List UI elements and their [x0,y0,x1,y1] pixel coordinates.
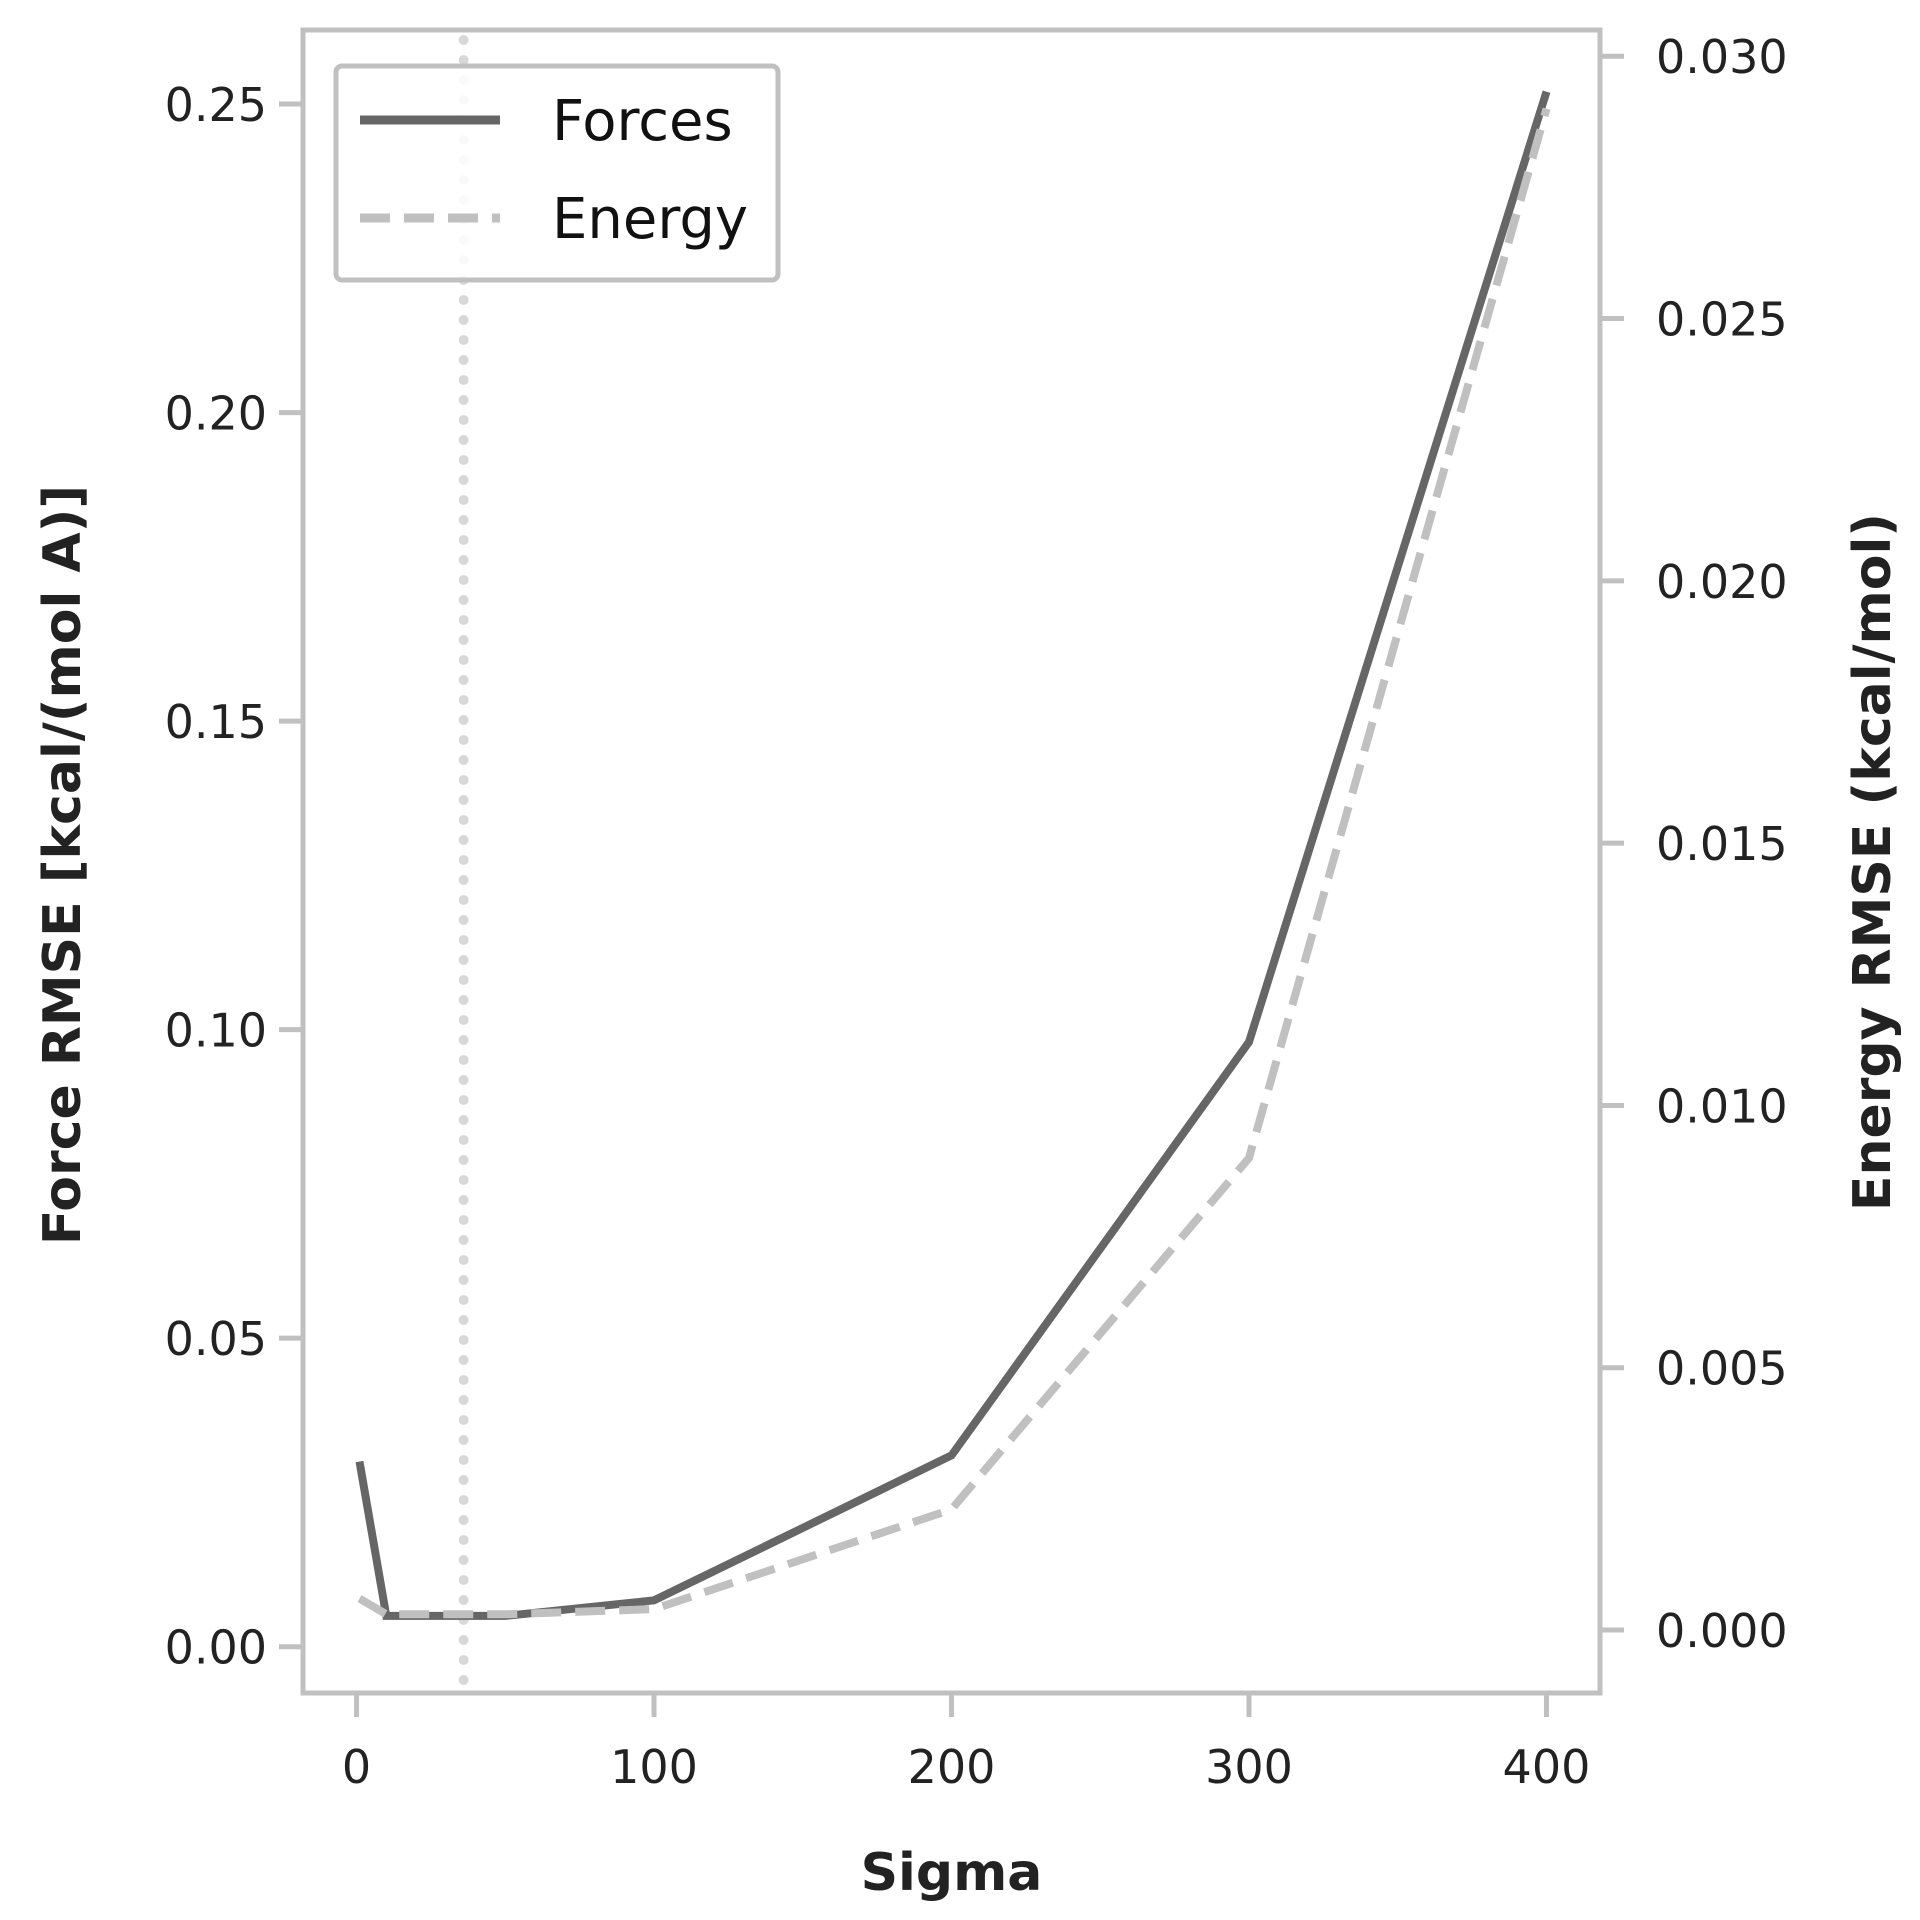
x-axis-ticks: 0 100 200 300 400 [342,1693,1590,1794]
left-y-tick-label: 0.25 [165,78,267,132]
right-y-tick-label: 0.010 [1656,1079,1788,1133]
x-tick-label: 400 [1503,1740,1591,1794]
plot-area [355,35,1551,1694]
x-tick-label: 200 [908,1740,996,1794]
right-y-tick-label: 0.030 [1656,30,1788,84]
x-tick-label: 0 [342,1740,371,1794]
x-tick-label: 100 [610,1740,698,1794]
left-y-axis-title: Force RMSE [kcal/(mol A)] [33,485,93,1245]
right-y-tick-label: 0.000 [1656,1604,1788,1658]
right-y-tick-label: 0.025 [1656,293,1788,347]
left-y-tick-label: 0.20 [165,387,267,441]
left-y-tick-label: 0.05 [165,1312,267,1366]
legend: Forces Energy [333,63,781,283]
right-y-tick-label: 0.015 [1656,817,1788,871]
right-y-axis-title: Energy RMSE (kcal/mol) [1843,513,1903,1211]
legend-label-energy: Energy [552,187,748,252]
legend-label-forces: Forces [552,89,733,154]
plot-frame [300,27,1603,1696]
left-y-tick-label: 0.00 [165,1621,267,1675]
left-y-tick-label: 0.10 [165,1004,267,1058]
series-line-forces [355,90,1551,1620]
x-tick-label: 300 [1205,1740,1293,1794]
x-axis-title: Sigma [861,1843,1043,1903]
right-y-axis-ticks: 0.000 0.005 0.010 0.015 0.020 0.025 0.030 [1600,30,1788,1658]
left-y-tick-label: 0.15 [165,695,267,749]
left-y-axis-ticks: 0.00 0.05 0.10 0.15 0.20 0.25 [165,78,303,1675]
right-y-tick-label: 0.020 [1656,555,1788,609]
right-y-tick-label: 0.005 [1656,1342,1788,1396]
series-line-energy [357,107,1551,1619]
